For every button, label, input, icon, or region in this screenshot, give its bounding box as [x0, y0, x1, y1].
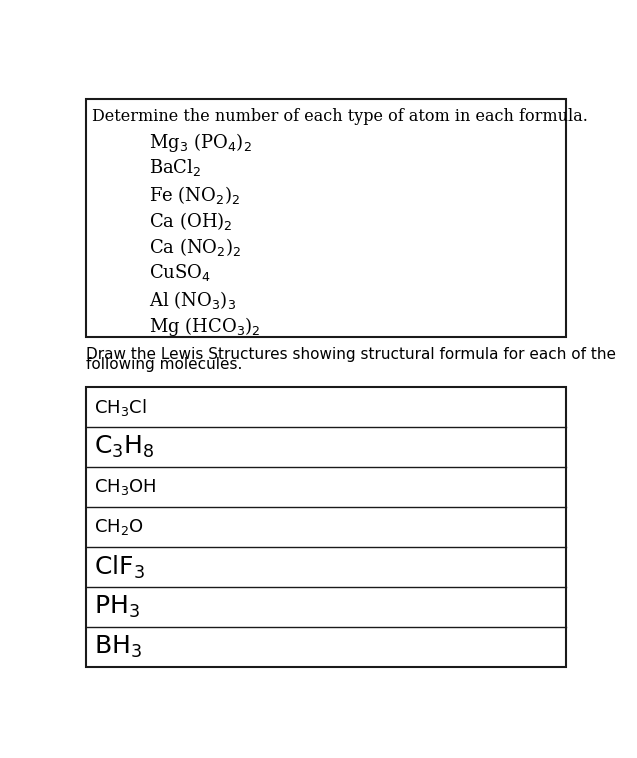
Text: CH$_2$O: CH$_2$O	[94, 517, 143, 537]
Text: CH$_3$OH: CH$_3$OH	[94, 478, 156, 497]
Text: Al (NO$_3$)$_3$: Al (NO$_3$)$_3$	[149, 289, 236, 311]
Text: BH$_3$: BH$_3$	[94, 634, 141, 660]
Text: Draw the Lewis Structures showing structural formula for each of the: Draw the Lewis Structures showing struct…	[86, 346, 616, 362]
Text: Fe (NO$_2$)$_2$: Fe (NO$_2$)$_2$	[149, 183, 240, 205]
Bar	[86, 99, 566, 337]
Bar	[86, 387, 566, 667]
Text: Mg (HCO$_3$)$_2$: Mg (HCO$_3$)$_2$	[149, 315, 261, 338]
Text: Ca (OH)$_2$: Ca (OH)$_2$	[149, 210, 233, 232]
Text: following molecules.: following molecules.	[86, 357, 242, 372]
Text: CH$_3$Cl: CH$_3$Cl	[94, 397, 147, 418]
Text: Mg$_3$ (PO$_4$)$_2$: Mg$_3$ (PO$_4$)$_2$	[149, 131, 252, 154]
Text: BaCl$_2$: BaCl$_2$	[149, 157, 202, 178]
Text: C$_3$H$_8$: C$_3$H$_8$	[94, 434, 154, 460]
Text: CuSO$_4$: CuSO$_4$	[149, 262, 211, 283]
Text: PH$_3$: PH$_3$	[94, 594, 140, 620]
Text: Ca (NO$_2$)$_2$: Ca (NO$_2$)$_2$	[149, 236, 242, 258]
Text: Determine the number of each type of atom in each formula.: Determine the number of each type of ato…	[92, 108, 588, 125]
Text: ClF$_3$: ClF$_3$	[94, 553, 145, 581]
